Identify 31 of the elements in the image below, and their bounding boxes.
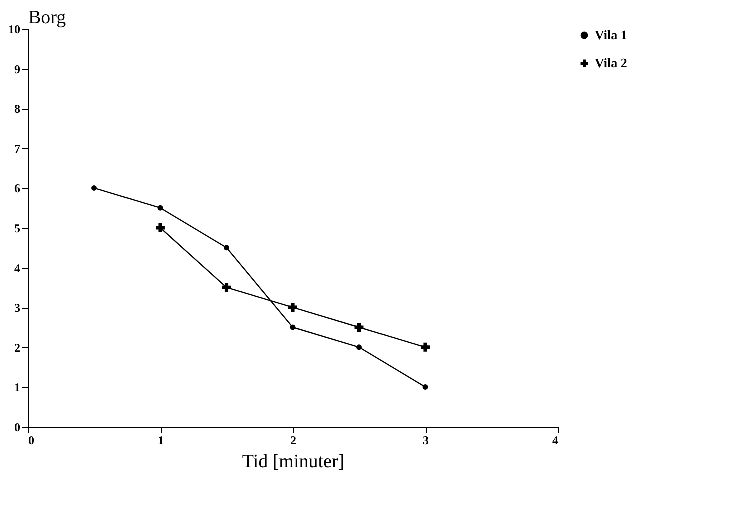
y-tick-label: 4 — [14, 261, 20, 276]
legend-label: Vila 1 — [595, 28, 628, 42]
y-tick-label: 0 — [14, 420, 20, 434]
point — [224, 245, 230, 251]
point — [422, 384, 428, 390]
point — [288, 303, 298, 312]
point — [354, 323, 364, 332]
y-tick-label: 3 — [14, 301, 20, 316]
legend-label: Vila 2 — [595, 56, 628, 70]
x-tick-label: 1 — [158, 434, 164, 448]
point — [158, 205, 164, 211]
y-axis-title: Borg — [28, 8, 67, 28]
y-tick-label: 1 — [14, 380, 20, 395]
y-tick-label: 7 — [14, 142, 20, 156]
point — [356, 344, 362, 350]
y-tick-label: 8 — [14, 102, 20, 116]
point — [92, 185, 97, 191]
x-tick-label: 2 — [290, 434, 296, 448]
y-tick-label: 6 — [14, 182, 20, 196]
point — [156, 224, 165, 232]
x-tick-label: 3 — [423, 434, 429, 448]
y-tick-label: 2 — [14, 340, 20, 355]
point — [222, 283, 232, 292]
point — [290, 324, 296, 330]
x-tick-label: 4 — [552, 434, 558, 448]
y-tick-label: 5 — [14, 222, 20, 236]
point — [421, 342, 430, 352]
x-tick-label: 0 — [28, 434, 34, 448]
y-tick-label: 10 — [8, 22, 20, 36]
x-axis-title: Tid [minuter] — [242, 452, 345, 472]
y-tick-label: 9 — [14, 62, 20, 76]
